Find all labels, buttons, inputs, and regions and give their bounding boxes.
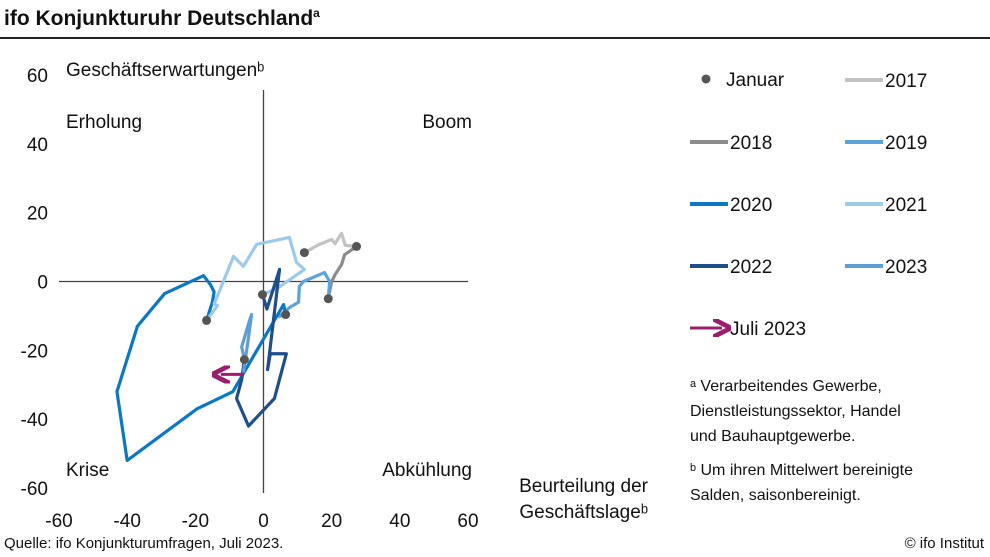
series-line-2023 <box>240 312 254 373</box>
footnote-5: Salden, saisonbereinigt. <box>690 487 861 504</box>
x-tick-label: -40 <box>113 511 140 532</box>
january-marker <box>352 241 362 251</box>
quadrant-label: Boom <box>422 112 472 133</box>
title-sup: a <box>313 6 320 20</box>
legend-label: 2021 <box>885 195 927 216</box>
source-note: Quelle: ifo Konjunkturumfragen, Juli 202… <box>4 535 284 552</box>
quadrant-label: Abkühlung <box>382 460 472 481</box>
y-tick-label: -20 <box>21 341 48 362</box>
legend-label: Januar <box>726 70 785 91</box>
legend-label: 2017 <box>885 71 927 92</box>
january-marker <box>281 310 291 320</box>
series-line-2022 <box>234 267 288 428</box>
january-marker <box>202 315 212 325</box>
footnote-1: ᵃ Verarbeitendes Gewerbe, <box>690 378 882 395</box>
footnote-4: ᵇ Um ihren Mittelwert bereinigte <box>690 462 914 479</box>
legend-label: 2019 <box>885 133 927 154</box>
title-text: ifo Konjunkturuhr Deutschland <box>4 7 314 30</box>
january-marker <box>257 290 267 300</box>
january-marker <box>323 294 333 304</box>
x-tick-label: -20 <box>182 511 209 532</box>
y-tick-label: -60 <box>21 479 48 500</box>
legend-label: 2022 <box>730 257 772 278</box>
series-line-2018 <box>326 245 358 300</box>
legend-label: Juli 2023 <box>730 319 806 340</box>
title-rule <box>0 37 990 39</box>
series-line-2020 <box>115 274 288 463</box>
x-tick-label: 60 <box>457 511 478 532</box>
series-line-2017 <box>303 231 357 254</box>
x-tick-label: -60 <box>45 511 72 532</box>
y-tick-label: 0 <box>37 273 48 294</box>
legend-marker-januar <box>701 74 711 84</box>
y-tick-label: 40 <box>27 135 48 156</box>
series-line-2021 <box>205 235 306 322</box>
quadrant-label: Erholung <box>66 112 142 133</box>
legend-label: 2020 <box>730 195 772 216</box>
legend-label: 2023 <box>885 257 927 278</box>
x-tick-label: 40 <box>389 511 410 532</box>
january-marker <box>299 248 309 258</box>
footnote-3: und Bauhauptgewerbe. <box>690 428 856 445</box>
x-tick-label: 20 <box>321 511 342 532</box>
legend-label: 2018 <box>730 133 772 154</box>
footnote-2: Dienstleistungssektor, Handel <box>690 403 901 420</box>
copyright: © ifo Institut <box>904 535 984 552</box>
x-axis-label: Beurteilung der <box>519 476 649 497</box>
january-marker <box>239 355 249 365</box>
x-tick-label: 0 <box>258 511 269 532</box>
quadrant-label: Krise <box>66 460 109 481</box>
chart-title: ifo Konjunkturuhr Deutschlanda <box>4 6 320 31</box>
y-tick-label: -40 <box>21 410 48 431</box>
series-line-2019 <box>277 270 332 319</box>
x-axis-label: Geschäftslageᵇ <box>519 502 648 523</box>
y-tick-label: 60 <box>27 66 48 87</box>
y-axis-label: Geschäftserwartungenᵇ <box>66 60 264 81</box>
y-tick-label: 20 <box>27 204 48 225</box>
